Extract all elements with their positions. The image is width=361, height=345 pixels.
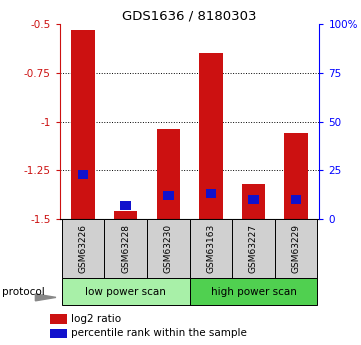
Text: GSM63226: GSM63226: [78, 224, 87, 273]
Text: protocol: protocol: [2, 287, 44, 296]
Polygon shape: [35, 294, 56, 301]
FancyBboxPatch shape: [190, 219, 232, 278]
Bar: [242, 184, 265, 219]
Bar: [248, 195, 259, 204]
Bar: [49, 328, 66, 338]
Bar: [163, 191, 174, 200]
Text: high power scan: high power scan: [210, 287, 296, 296]
Bar: [199, 53, 222, 219]
FancyBboxPatch shape: [232, 219, 275, 278]
Text: percentile rank within the sample: percentile rank within the sample: [71, 328, 247, 338]
Text: log2 ratio: log2 ratio: [71, 314, 121, 324]
Bar: [49, 314, 66, 324]
FancyBboxPatch shape: [104, 219, 147, 278]
Bar: [78, 170, 88, 179]
FancyBboxPatch shape: [62, 278, 190, 305]
Bar: [114, 211, 137, 219]
FancyBboxPatch shape: [62, 219, 104, 278]
Bar: [120, 201, 131, 210]
Text: low power scan: low power scan: [85, 287, 166, 296]
Text: GSM63230: GSM63230: [164, 224, 173, 273]
Bar: [71, 30, 95, 219]
Text: GSM63227: GSM63227: [249, 224, 258, 273]
Text: GSM63228: GSM63228: [121, 224, 130, 273]
Bar: [157, 129, 180, 219]
Text: GSM63229: GSM63229: [292, 224, 301, 273]
FancyBboxPatch shape: [190, 278, 317, 305]
Title: GDS1636 / 8180303: GDS1636 / 8180303: [122, 10, 257, 23]
FancyBboxPatch shape: [275, 219, 317, 278]
Text: GSM63163: GSM63163: [206, 224, 215, 273]
Bar: [205, 189, 216, 198]
Bar: [291, 195, 301, 204]
Bar: [284, 133, 308, 219]
FancyBboxPatch shape: [147, 219, 190, 278]
